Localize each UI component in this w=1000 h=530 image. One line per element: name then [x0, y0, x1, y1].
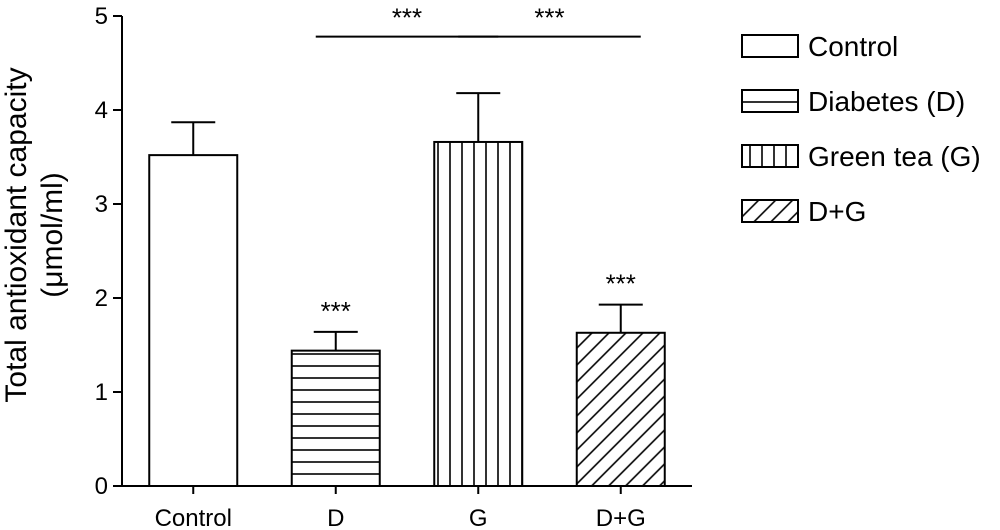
y-tick-label: 4 [95, 97, 108, 124]
axes: 0 1 2 3 4 5 Control D G D+G [95, 3, 692, 530]
bar-d-g [575, 331, 666, 487]
legend-label: Diabetes (D) [808, 86, 965, 117]
x-tick-label: D [327, 505, 344, 530]
legend-swatch [741, 89, 799, 113]
y-axis-title: Total antioxidant capacity (μmol/ml) [0, 67, 69, 402]
significance-annotations: *** *** *** *** [315, 3, 641, 326]
x-tick-label: G [469, 505, 488, 530]
bar-control [148, 154, 239, 487]
legend-label: D+G [808, 196, 866, 227]
legend-label: Green tea (G) [808, 141, 981, 172]
x-tick-label: D+G [596, 505, 646, 530]
legend-swatch [741, 199, 799, 223]
y-axis-unit: (μmol/ml) [36, 172, 69, 298]
y-tick-label: 1 [95, 379, 108, 406]
bar-d [290, 349, 381, 488]
y-tick-label: 5 [95, 3, 108, 30]
significance-marker: *** [606, 269, 636, 299]
bracket-label: *** [392, 3, 422, 33]
y-axis-label: Total antioxidant capacity [0, 67, 33, 402]
y-tick-label: 0 [95, 473, 108, 500]
significance-marker: *** [321, 296, 351, 326]
bars [148, 92, 666, 488]
bar-g [433, 140, 524, 488]
y-tick-label: 2 [95, 285, 108, 312]
legend: Control Diabetes (D) Green tea (G) D+G [741, 31, 981, 227]
legend-label: Control [808, 31, 898, 62]
legend-swatch [741, 34, 799, 58]
legend-swatch [741, 144, 799, 168]
x-tick-label: Control [155, 505, 232, 530]
y-tick-label: 3 [95, 191, 108, 218]
bracket-label: *** [534, 3, 564, 33]
